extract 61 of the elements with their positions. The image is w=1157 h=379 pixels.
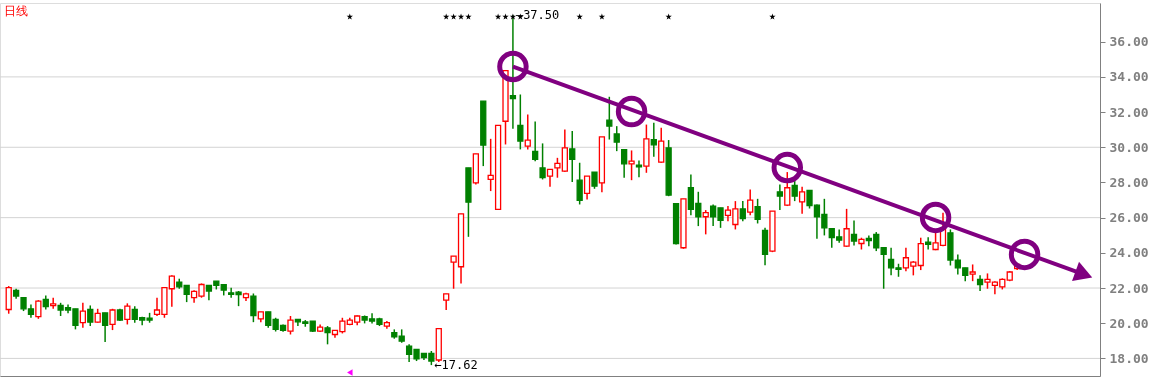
candlestick <box>606 96 613 141</box>
candlestick <box>702 209 709 236</box>
point <box>497 50 529 83</box>
point <box>450 13 457 20</box>
point <box>665 13 672 20</box>
candlestick <box>517 93 524 151</box>
candlestick <box>613 125 620 152</box>
y-tick-label: 32.00 <box>1109 104 1149 120</box>
candlestick <box>50 296 57 310</box>
candlestick <box>539 142 546 181</box>
candlestick <box>658 126 665 164</box>
candlestick <box>776 183 784 211</box>
point <box>615 95 648 128</box>
y-tick-label: 20.00 <box>1109 315 1149 331</box>
candlestick <box>798 186 806 215</box>
annotation: —37.50 <box>515 8 560 23</box>
annotation: ←17.62 <box>434 358 478 373</box>
y-tick-label: 28.00 <box>1109 174 1149 190</box>
candlestick <box>917 236 924 271</box>
point <box>1008 238 1041 271</box>
candlestick <box>754 198 761 225</box>
point <box>347 369 353 376</box>
candlestick <box>583 175 591 201</box>
candlestick <box>880 246 887 290</box>
candlestick <box>850 219 858 247</box>
point <box>919 201 952 234</box>
candlestick <box>5 285 12 315</box>
point <box>576 13 583 20</box>
y-tick-label: 34.00 <box>1109 69 1149 85</box>
point <box>465 13 472 20</box>
candlestick <box>101 312 109 343</box>
candlestick <box>628 149 635 181</box>
point <box>769 13 776 20</box>
point <box>771 151 804 184</box>
candlestick <box>621 148 628 179</box>
y-tick-label: 36.00 <box>1109 34 1149 50</box>
y-tick-label: 22.00 <box>1109 280 1149 296</box>
candlestick <box>79 302 87 329</box>
candlestick <box>576 162 583 206</box>
y-tick-label: 18.00 <box>1109 350 1149 366</box>
candlestick <box>35 299 42 320</box>
y-tick-label: 30.00 <box>1109 139 1149 155</box>
candlestick <box>250 292 257 323</box>
chart-title: 日线 <box>4 4 28 18</box>
candlestick <box>650 122 657 158</box>
candlestick <box>87 304 94 327</box>
candlestick <box>532 120 539 162</box>
candlestick <box>287 315 294 336</box>
candlestick <box>747 188 754 217</box>
candlestick <box>791 180 798 202</box>
candlestick <box>124 302 131 326</box>
y-tick-label: 24.00 <box>1109 245 1149 261</box>
point <box>457 13 465 20</box>
candlestick <box>843 208 850 248</box>
candlestick <box>324 325 331 346</box>
point <box>502 13 509 20</box>
candlestick <box>761 227 769 266</box>
candlestick <box>739 200 746 222</box>
candlestick <box>569 130 576 183</box>
candlestick <box>524 113 531 151</box>
y-tick-label: 26.00 <box>1109 210 1149 226</box>
